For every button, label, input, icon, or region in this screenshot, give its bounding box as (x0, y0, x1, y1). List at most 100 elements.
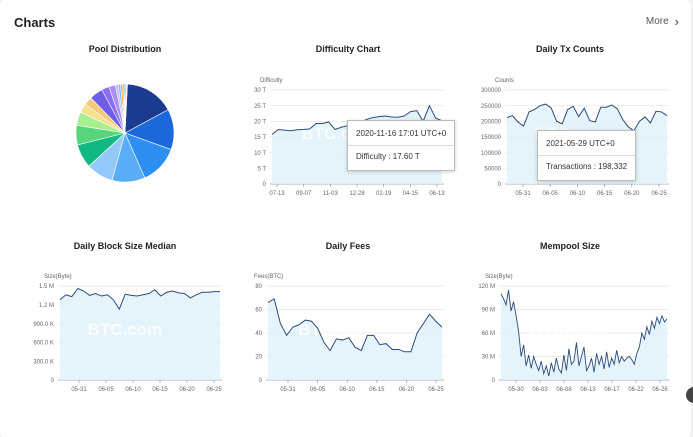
daily-fees-chart[interactable]: Fees(BTC) 0 20 40 60 80 05-31 06-05 06-10 06-15 06… (250, 268, 450, 398)
tooltip-value-row: Difficulty : 17.60 T (356, 152, 420, 161)
daily-block-size-median-chart[interactable]: Size(Byte) 0 300.0 K 600.0 K 900.0 K 1.2 M 1.5… (28, 268, 228, 398)
txcounts-tooltip: 2021-05-29 UTC+0 Transactions : 198,332 (537, 130, 637, 181)
x-tick-label: 07-13 (269, 191, 285, 197)
x-tick-label: 09-07 (296, 191, 312, 197)
y-tick-label: 150000 (481, 135, 502, 141)
x-tick-label: 06-17 (604, 387, 620, 393)
series-line (59, 287, 220, 311)
x-tick-label: 06-03 (532, 387, 548, 393)
x-tick-label: 06-20 (179, 387, 195, 393)
tooltip-label: Difficulty (356, 152, 387, 161)
y-tick-label: 0 (492, 378, 496, 384)
tooltip-label: Transactions (546, 162, 592, 171)
x-tick-label: 06-20 (399, 387, 415, 393)
y-axis-label: Fees(BTC) (254, 274, 283, 280)
more-link[interactable]: More › (645, 13, 679, 29)
y-tick-label: 300.0 K (33, 359, 54, 365)
chart-title-difficulty: Difficulty Chart (315, 44, 381, 54)
section-title: Charts (14, 15, 56, 30)
tooltip-value: 17.60 T (392, 152, 420, 161)
y-tick-label: 30 T (254, 88, 266, 94)
x-tick-label: 06-10 (340, 387, 356, 393)
x-tick-label: 06-25 (206, 387, 222, 393)
y-tick-label: 600.0 K (33, 341, 54, 347)
x-tick-label: 06-13 (580, 387, 596, 393)
y-tick-label: 100000 (481, 151, 502, 157)
x-tick-label: 06-05 (98, 387, 114, 393)
tooltip-time: 2020-11-16 17:01 UTC+0 (356, 129, 447, 138)
series-line (267, 298, 443, 353)
x-tick-label: 04-15 (403, 191, 419, 197)
x-tick-label: 06-25 (428, 387, 444, 393)
x-tick-label: 06-26 (652, 387, 668, 393)
floating-action-button[interactable] (686, 387, 693, 403)
chart-title-fees: Daily Fees (325, 241, 371, 251)
x-tick-label: 11-03 (323, 191, 339, 197)
y-tick-label: 5 T (257, 167, 266, 173)
y-tick-label: 0 (263, 182, 267, 188)
y-tick-label: 25 T (254, 104, 266, 110)
x-tick-label: 05-31 (515, 191, 531, 197)
series-area (501, 289, 667, 380)
x-tick-label: 02-19 (376, 191, 392, 197)
watermark: BTC.com (88, 320, 163, 339)
tooltip-value: 198,332 (598, 162, 628, 171)
chart-title-txcounts: Daily Tx Counts (535, 44, 605, 54)
x-tick-label: 06-15 (597, 191, 613, 197)
y-axis-label: Size(Byte) (485, 274, 513, 280)
y-tick-label: 200000 (481, 120, 502, 126)
x-tick-label: 06-05 (543, 191, 559, 197)
y-tick-label: 15 T (254, 135, 266, 141)
y-tick-label: 1.5 M (39, 284, 54, 290)
y-tick-label: 10 T (254, 151, 266, 157)
y-tick-label: 0 (51, 378, 55, 384)
tooltip-value-row: Transactions : 198,332 (546, 162, 628, 171)
x-tick-label: 06-15 (369, 387, 385, 393)
pie-slice[interactable] (124, 83, 169, 134)
pool-distribution-pie[interactable] (70, 78, 180, 188)
x-tick-label: 06-10 (570, 191, 586, 197)
x-tick-label: 05-31 (280, 387, 296, 393)
y-tick-label: 0 (259, 378, 263, 384)
series-area (268, 298, 442, 380)
x-tick-label: 06-25 (651, 191, 667, 197)
x-tick-label: 06-08 (556, 387, 572, 393)
x-tick-label: 06-05 (310, 387, 326, 393)
x-tick-label: 05-31 (71, 387, 87, 393)
y-tick-label: 20 T (254, 120, 266, 126)
y-tick-label: 120 M (478, 284, 495, 290)
y-tick-label: 300000 (481, 88, 502, 94)
series-line (500, 289, 668, 377)
chart-title-mempool: Mempool Size (539, 241, 601, 251)
x-tick-label: 05-30 (508, 387, 524, 393)
y-tick-label: 30 M (482, 355, 495, 361)
y-axis-label: Counts (495, 78, 514, 84)
tooltip-time: 2021-05-29 UTC+0 (546, 139, 615, 148)
chart-title-pool: Pool Distribution (88, 44, 162, 54)
y-axis-label: Size(Byte) (44, 274, 72, 280)
y-tick-label: 40 (255, 331, 262, 337)
y-tick-label: 250000 (481, 104, 502, 110)
y-tick-label: 0 (498, 182, 502, 188)
series-line (506, 103, 668, 132)
chevron-right-icon: › (674, 13, 679, 29)
x-tick-label: 06-10 (125, 387, 141, 393)
watermark: BTC.com (298, 320, 373, 339)
more-label: More (645, 16, 669, 27)
series-area (60, 288, 220, 380)
x-tick-label: 06-13 (429, 191, 445, 197)
x-tick-label: 06-22 (628, 387, 644, 393)
pie-slice[interactable] (124, 83, 128, 134)
y-tick-label: 60 M (482, 331, 495, 337)
difficulty-tooltip: 2020-11-16 17:01 UTC+0 Difficulty : 17.6… (347, 120, 456, 171)
y-axis-label: Difficulty (260, 78, 283, 84)
x-tick-label: 06-20 (624, 191, 640, 197)
x-tick-label: 06-15 (152, 387, 168, 393)
watermark: BTC.com (530, 320, 605, 339)
y-tick-label: 50000 (484, 167, 501, 173)
y-tick-label: 90 M (482, 308, 495, 314)
chart-title-blocksize: Daily Block Size Median (73, 241, 177, 251)
mempool-size-chart[interactable]: Size(Byte) 0 30 M 60 M 90 M 120 M 05-30 06-03 06… (475, 268, 675, 398)
y-tick-label: 60 (255, 308, 262, 314)
